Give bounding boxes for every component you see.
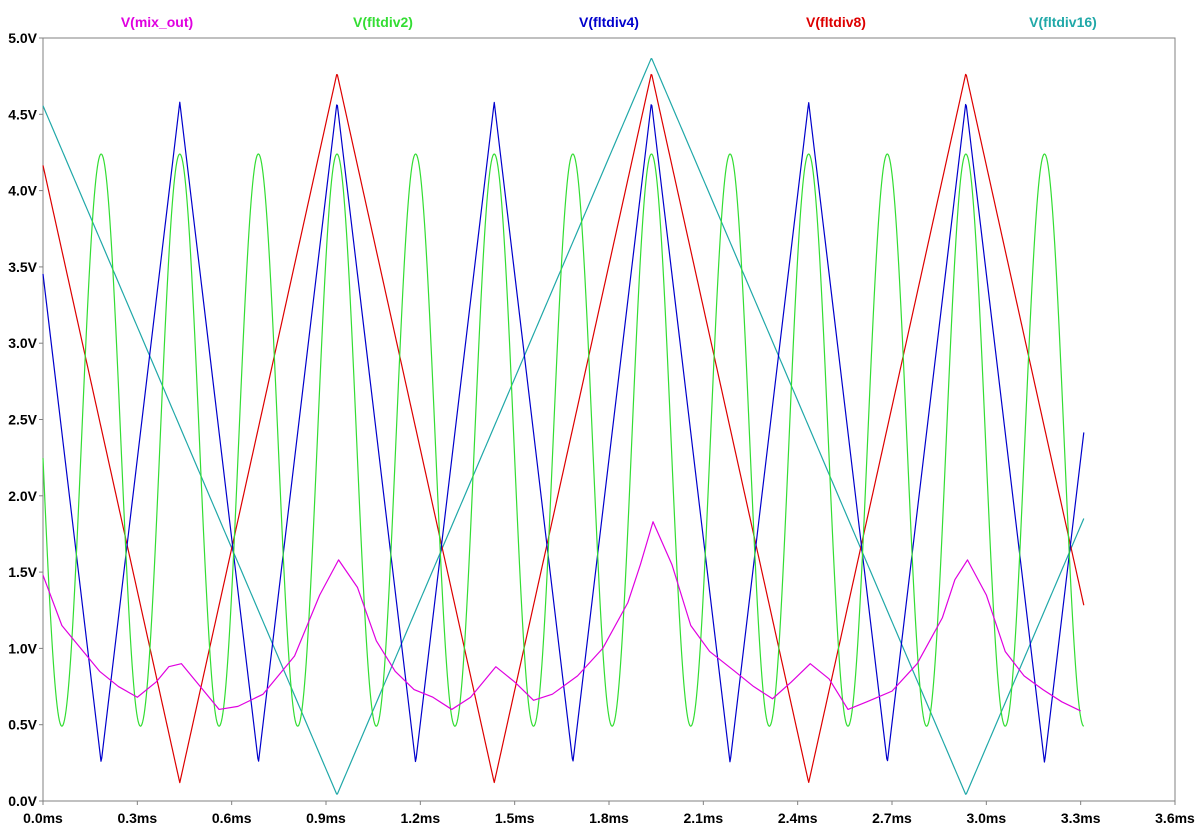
legend-item-v-fltdiv16[interactable]: V(fltdiv16)	[1029, 14, 1097, 30]
series-line-v-fltdiv4	[42, 101, 1085, 763]
y-tick-label: 2.0V	[8, 488, 37, 504]
x-tick-label: 3.6ms	[1155, 810, 1195, 826]
x-tick-label: 1.5ms	[495, 810, 535, 826]
y-tick-label: 1.0V	[8, 640, 37, 656]
x-tick-label: 0.3ms	[117, 810, 157, 826]
series-layer	[42, 57, 1085, 795]
y-tick-label: 1.5V	[8, 564, 37, 580]
legend-item-v-fltdiv2[interactable]: V(fltdiv2)	[353, 14, 413, 30]
x-tick-label: 2.7ms	[872, 810, 912, 826]
x-tick-label: 1.2ms	[400, 810, 440, 826]
y-tick-label: 3.5V	[8, 259, 37, 275]
y-tick-label: 3.0V	[8, 335, 37, 351]
y-tick-label: 5.0V	[8, 30, 37, 46]
legend-item-v-fltdiv8[interactable]: V(fltdiv8)	[806, 14, 866, 30]
series-line-v-fltdiv2	[42, 153, 1085, 727]
legend: V(mix_out) V(fltdiv2) V(fltdiv4) V(fltdiv8)…	[121, 14, 1097, 30]
x-tick-label: 2.1ms	[683, 810, 723, 826]
y-axis-ticks: 0.0V 0.5V 1.0V 1.5V 2.0V 2.5V 3.0V 3.5V 4.0V 4.5V…	[8, 30, 43, 809]
x-axis-ticks: 0.0ms 0.3ms 0.6ms 0.9ms 1.2ms 1.5ms 1.8ms 2.1ms…	[23, 801, 1195, 826]
x-tick-label: 2.4ms	[778, 810, 818, 826]
y-tick-label: 0.0V	[8, 793, 37, 809]
x-tick-label: 3.3ms	[1061, 810, 1101, 826]
legend-item-v-mix-out[interactable]: V(mix_out)	[121, 14, 193, 30]
series-line-v-fltdiv8	[42, 73, 1085, 784]
y-tick-label: 2.5V	[8, 412, 37, 428]
legend-item-v-fltdiv4[interactable]: V(fltdiv4)	[579, 14, 639, 30]
x-tick-label: 0.9ms	[306, 810, 346, 826]
series-line-v-mix-out	[42, 521, 1081, 712]
x-tick-label: 0.6ms	[212, 810, 252, 826]
series-line-v-fltdiv16	[42, 57, 1085, 795]
x-tick-label: 0.0ms	[23, 810, 63, 826]
x-tick-label: 1.8ms	[589, 810, 629, 826]
x-tick-label: 3.0ms	[966, 810, 1006, 826]
y-tick-label: 4.0V	[8, 183, 37, 199]
y-tick-label: 0.5V	[8, 717, 37, 733]
y-tick-label: 4.5V	[8, 106, 37, 122]
